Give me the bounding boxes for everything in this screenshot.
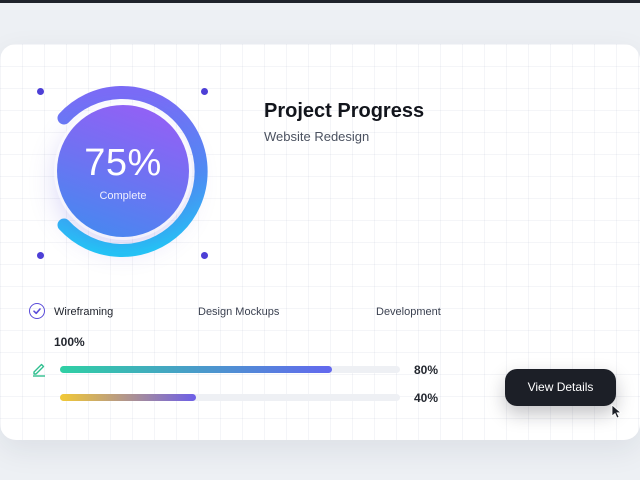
development-progress-track <box>60 394 400 401</box>
progress-ring <box>57 86 208 257</box>
view-details-button[interactable]: View Details <box>505 369 616 406</box>
cursor-arrow-icon <box>611 404 623 419</box>
development-percent: 40% <box>414 391 439 405</box>
check-circle-icon <box>29 303 45 319</box>
selection-handle-bottom-right[interactable] <box>201 252 208 259</box>
design-mockups-progress-track <box>60 366 400 373</box>
development-progress-fill <box>60 394 196 401</box>
stage-wireframing-label: Wireframing <box>54 306 114 318</box>
progress-ring-center <box>57 105 189 237</box>
selection-handle-bottom-left[interactable] <box>37 252 44 259</box>
complete-label: Complete <box>99 190 147 202</box>
stage-development-label: Development <box>376 306 441 318</box>
wireframing-percent: 100% <box>54 335 85 349</box>
project-subtitle: Website Redesign <box>264 129 370 144</box>
page-title: Project Progress <box>264 100 425 122</box>
design-mockups-progress-fill <box>60 366 332 373</box>
progress-ring-arc <box>57 86 208 257</box>
pencil-icon <box>33 363 45 377</box>
design-mockups-percent: 80% <box>414 363 439 377</box>
selection-handle-top-left[interactable] <box>37 88 44 95</box>
top-window-edge <box>0 0 640 3</box>
overall-percent: 75% <box>84 142 162 184</box>
stage-design-mockups-label: Design Mockups <box>198 306 280 318</box>
selection-handle-top-right[interactable] <box>201 88 208 95</box>
